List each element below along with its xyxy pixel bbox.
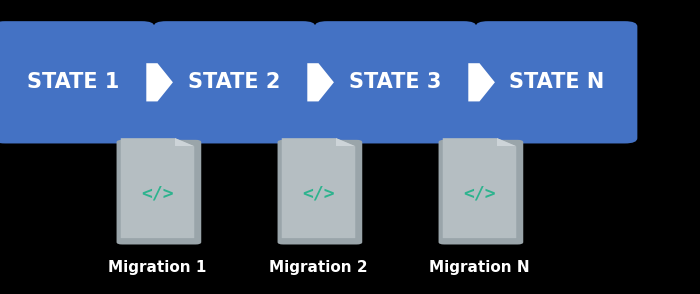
Text: Migration 1: Migration 1	[108, 260, 206, 275]
Text: STATE N: STATE N	[509, 72, 604, 92]
Polygon shape	[497, 138, 517, 146]
Text: STATE 2: STATE 2	[188, 72, 281, 92]
Text: </>: </>	[302, 184, 335, 202]
FancyBboxPatch shape	[0, 21, 154, 143]
Text: </>: </>	[141, 184, 174, 202]
FancyBboxPatch shape	[116, 140, 202, 245]
FancyBboxPatch shape	[277, 140, 363, 245]
Polygon shape	[336, 138, 356, 146]
Text: Migration 2: Migration 2	[270, 260, 368, 275]
Polygon shape	[443, 138, 517, 238]
Polygon shape	[281, 138, 356, 238]
Polygon shape	[121, 138, 195, 238]
Text: </>: </>	[463, 184, 496, 202]
FancyBboxPatch shape	[476, 21, 638, 143]
Polygon shape	[468, 63, 495, 101]
Text: STATE 1: STATE 1	[27, 72, 120, 92]
FancyBboxPatch shape	[154, 21, 315, 143]
Polygon shape	[307, 63, 334, 101]
FancyBboxPatch shape	[314, 21, 476, 143]
Text: STATE 3: STATE 3	[349, 72, 442, 92]
Polygon shape	[175, 138, 195, 146]
Text: Migration N: Migration N	[429, 260, 530, 275]
Polygon shape	[146, 63, 173, 101]
FancyBboxPatch shape	[438, 140, 524, 245]
